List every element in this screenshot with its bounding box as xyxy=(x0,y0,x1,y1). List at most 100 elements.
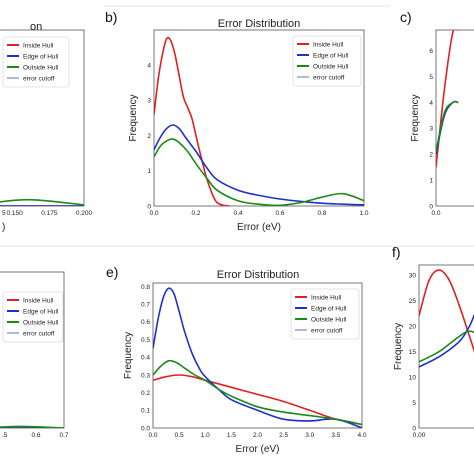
x-tick-partial-d-0: .5 xyxy=(2,432,8,439)
y-tick-label-b-4: 4 xyxy=(147,63,151,70)
x-tick-label-f-0: 0.00 xyxy=(413,432,426,439)
y-tick-label-c-2: 2 xyxy=(429,152,433,159)
panel-letter-c: c) xyxy=(400,9,412,25)
legend-box-d xyxy=(2,291,64,343)
x-tick-label-b-1: 0.2 xyxy=(191,210,200,217)
legend-entry-a-1: Edge of Hull xyxy=(23,53,59,60)
legend-box-a xyxy=(2,36,70,88)
x-tick-label-a-1: 0.175 xyxy=(41,210,58,217)
x-tick-label-e-8: 4.0 xyxy=(357,432,366,439)
y-axis-label-c: Frequency xyxy=(410,94,421,141)
series-line-f-1 xyxy=(419,313,474,368)
y-axis-label-f: Frequency xyxy=(393,323,404,370)
panel-d: 0.6 0.7 .5 xyxy=(0,271,69,439)
legend-entry-b-3: error cutoff xyxy=(313,74,345,81)
x-tick-label-b-5: 1.0 xyxy=(359,210,368,217)
series-line-e-2 xyxy=(153,359,362,426)
y-tick-label-e-1: 0.1 xyxy=(141,408,150,415)
legend-entry-a-2: Outside Hull xyxy=(23,64,59,71)
x-tick-label-a-0: 0.150 xyxy=(7,210,24,217)
chart-title-e: Error Distribution xyxy=(217,269,300,281)
series-line-a-2 xyxy=(0,198,84,206)
y-tick-label-e-6: 0.6 xyxy=(141,319,150,326)
series-line-f-2 xyxy=(419,330,474,363)
series-line-b-1 xyxy=(154,124,364,206)
x-tick-label-e-5: 2.5 xyxy=(279,432,288,439)
legend-entry-a-0: Inside Hull xyxy=(23,42,54,49)
x-tick-label-e-4: 2.0 xyxy=(253,432,262,439)
panel-b-frame xyxy=(153,29,365,207)
panel-f-frame xyxy=(418,264,474,429)
x-tick-label-b-0: 0.0 xyxy=(149,210,158,217)
legend-entry-b-1: Edge of Hull xyxy=(313,52,349,59)
chart-title-b: Error Distribution xyxy=(218,18,301,30)
panel-letter-b: b) xyxy=(105,9,117,25)
legend-e: Inside Hull Edge of Hull Outside Hull error… xyxy=(290,288,360,340)
panel-a: 0.150 0.175 0.200 5 on) xyxy=(0,21,93,233)
y-tick-label-c-3: 3 xyxy=(429,126,433,133)
legend-entry-d-3: error cutoff xyxy=(23,330,55,337)
panel-c-frame xyxy=(435,29,474,207)
series-line-f-0 xyxy=(419,269,474,353)
series-line-e-0 xyxy=(153,374,362,426)
x-axis-label-b: Error (eV) xyxy=(237,222,281,233)
x-tick-label-e-2: 1.0 xyxy=(201,432,210,439)
y-tick-label-f-4: 20 xyxy=(409,323,417,330)
x-axis-label-e: Error (eV) xyxy=(236,444,280,455)
series-line-e-1 xyxy=(153,287,362,428)
legend-b: Inside Hull Edge of Hull Outside Hull error… xyxy=(292,35,362,87)
legend-box-e xyxy=(290,288,360,340)
legend-entry-b-2: Outside Hull xyxy=(313,63,349,70)
legend-entry-e-3: error cutoff xyxy=(311,327,343,334)
legend-entry-d-0: Inside Hull xyxy=(23,297,54,304)
x-tick-label-b-2: 0.4 xyxy=(233,210,242,217)
legend-entry-e-2: Outside Hull xyxy=(311,316,347,323)
chart-title-a: on xyxy=(30,21,42,33)
x-tick-label-b-3: 0.6 xyxy=(275,210,284,217)
x-tick-label-e-6: 3.0 xyxy=(305,432,314,439)
series-line-b-0 xyxy=(154,36,230,206)
legend-entry-b-0: Inside Hull xyxy=(313,41,344,48)
y-tick-label-c-1: 1 xyxy=(429,177,433,184)
panel-letter-e: e) xyxy=(106,264,118,280)
series-line-c-2 xyxy=(436,100,459,152)
panel-e-frame xyxy=(152,282,363,429)
y-tick-label-e-2: 0.2 xyxy=(141,390,150,397)
y-tick-label-e-7: 0.7 xyxy=(141,302,150,309)
x-tick-label-e-7: 3.5 xyxy=(331,432,340,439)
legend-entry-e-0: Inside Hull xyxy=(311,294,342,301)
y-tick-label-e-0: 0.0 xyxy=(141,425,150,432)
y-tick-label-f-6: 30 xyxy=(409,272,417,279)
legend-box-b xyxy=(292,35,362,87)
y-tick-label-f-5: 25 xyxy=(409,298,417,305)
legend-d: Inside Hull Edge of Hull Outside Hull error… xyxy=(2,291,64,343)
panel-c: 0.00 1 2 3 4 5 6 Frequency c) xyxy=(400,9,474,217)
panel-e: 0.0 0.5 1.0 1.5 2.0 2.5 3.0 3.5 4.0 0.0 0.1 0.2 0.3 0… xyxy=(106,264,367,455)
panel-letter-f: f) xyxy=(392,244,401,260)
series-line-c-0 xyxy=(436,30,460,168)
x-tick-label-d-0: 0.6 xyxy=(31,432,40,439)
panel-b: 0.0 0.2 0.4 0.6 0.8 1.0 0 1 2 3 4 Error Distributio… xyxy=(105,9,369,233)
y-tick-label-b-3: 3 xyxy=(147,98,151,105)
x-tick-label-e-1: 0.5 xyxy=(175,432,184,439)
y-tick-label-e-4: 0.4 xyxy=(141,355,150,362)
y-tick-label-c-0: 0 xyxy=(429,203,433,210)
y-axis-label-b: Frequency xyxy=(128,94,139,141)
y-tick-label-b-0: 0 xyxy=(147,203,151,210)
series-line-d-2 xyxy=(0,425,64,428)
y-tick-label-e-8: 0.8 xyxy=(141,284,150,291)
y-tick-label-f-0: 0 xyxy=(412,425,416,432)
y-tick-label-e-5: 0.5 xyxy=(141,337,150,344)
y-tick-label-f-1: 5 xyxy=(412,400,416,407)
x-tick-label-a-2: 0.200 xyxy=(76,210,93,217)
x-axis-label-a: ) xyxy=(2,222,5,233)
y-tick-label-f-3: 15 xyxy=(409,349,417,356)
x-tick-partial-a-0: 5 xyxy=(2,210,6,217)
legend-a: Inside Hull Edge of Hull Outside Hull error… xyxy=(2,36,70,88)
panel-f: 0.000 5 10 15 20 25 30 Frequency f) xyxy=(392,244,474,439)
x-tick-label-e-0: 0.0 xyxy=(148,432,157,439)
legend-entry-e-1: Edge of Hull xyxy=(311,305,347,312)
series-line-b-2 xyxy=(154,138,364,206)
y-tick-label-e-3: 0.3 xyxy=(141,372,150,379)
